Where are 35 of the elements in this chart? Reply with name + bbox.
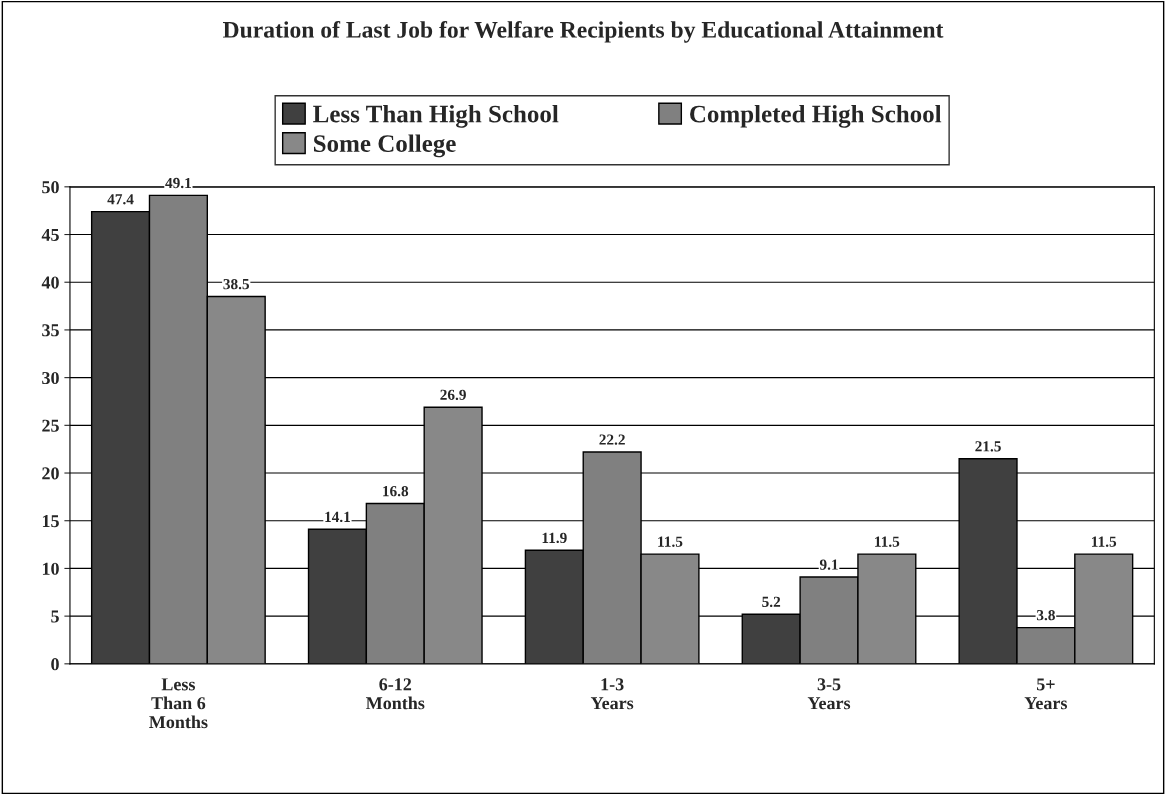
data-label: 11.5 (658, 536, 683, 547)
data-label: 21.5 (975, 441, 1001, 452)
legend-label: Some College (314, 134, 456, 158)
data-label: 26.9 (440, 389, 466, 400)
data-label: 11.5 (875, 536, 900, 547)
data-label: 16.8 (383, 485, 409, 497)
data-label: 49.1 (165, 177, 191, 189)
y-tick-label: 20 (42, 467, 59, 480)
data-label: 14.1 (325, 511, 351, 523)
data-label: 3.8 (1036, 609, 1055, 621)
data-label: 38.5 (223, 278, 250, 290)
legend-label: Completed High School (690, 104, 942, 128)
y-tick-label: 45 (41, 228, 59, 241)
y-tick-label: 35 (42, 324, 59, 337)
x-tick-label: 3-5 Years (807, 678, 851, 710)
data-label: 5.2 (762, 596, 781, 608)
y-tick-label: 25 (42, 419, 59, 432)
data-label: 11.5 (1092, 536, 1117, 547)
x-tick-label: 5+ Years (1024, 678, 1068, 710)
chart-title: Duration of Last Job for Welfare Recipients by Educational Attainment (222, 20, 944, 43)
x-tick-label: 6-12 Months (365, 678, 425, 710)
y-tick-label: 10 (42, 562, 59, 575)
data-label: 47.4 (107, 194, 134, 205)
y-tick-label: 40 (41, 276, 59, 289)
y-tick-label: 30 (42, 371, 59, 385)
y-tick-label: 0 (51, 658, 59, 671)
x-tick-label: 1-3 Years (590, 678, 634, 710)
data-label: 11.9 (542, 532, 567, 544)
y-tick-label: 15 (42, 515, 59, 528)
legend-label: Less Than High School (313, 104, 559, 128)
y-tick-label: 50 (42, 181, 59, 194)
data-label: 22.2 (599, 434, 625, 445)
x-tick-label: Less Than 6 Months (149, 678, 208, 729)
y-tick-label: 5 (51, 610, 59, 623)
data-label: 9.1 (819, 559, 838, 570)
